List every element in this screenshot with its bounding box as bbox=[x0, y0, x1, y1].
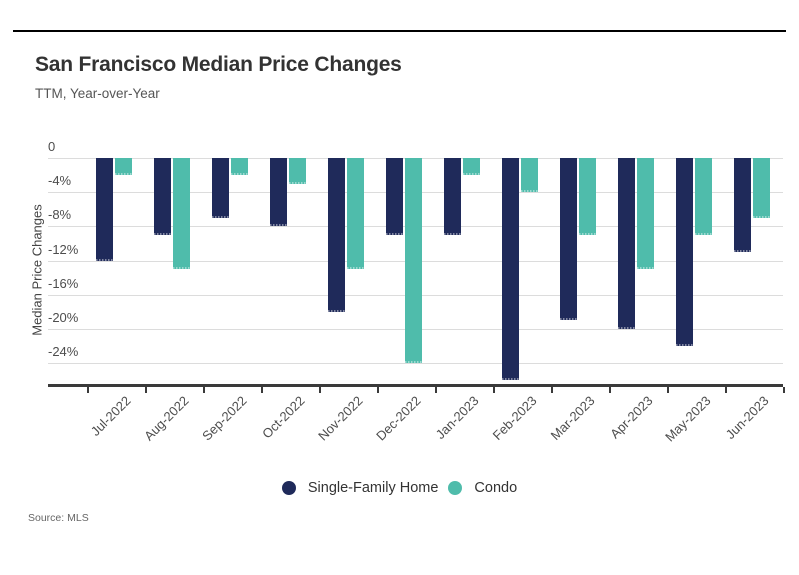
x-axis-tick bbox=[435, 387, 437, 393]
legend-label-condo: Condo bbox=[474, 480, 518, 496]
bar-single-family-home-oct-2022 bbox=[270, 158, 287, 227]
x-axis-tick bbox=[319, 387, 321, 393]
x-axis-tick bbox=[87, 387, 89, 393]
chart-subtitle: TTM, Year-over-Year bbox=[35, 86, 160, 101]
bar-condo-oct-2022 bbox=[289, 158, 306, 184]
bar-single-family-home-mar-2023 bbox=[560, 158, 577, 321]
bar-condo-feb-2023 bbox=[521, 158, 538, 193]
x-axis-tick bbox=[203, 387, 205, 393]
bar-single-family-home-dec-2022 bbox=[386, 158, 403, 235]
bar-single-family-home-may-2023 bbox=[676, 158, 693, 346]
bar-single-family-home-jun-2023 bbox=[734, 158, 751, 252]
x-axis-tick bbox=[261, 387, 263, 393]
bar-single-family-home-sep-2022 bbox=[212, 158, 229, 218]
bar-single-family-home-feb-2023 bbox=[502, 158, 519, 381]
x-axis-tick bbox=[725, 387, 727, 393]
x-axis-tick bbox=[609, 387, 611, 393]
bar-condo-jan-2023 bbox=[463, 158, 480, 176]
bar-single-family-home-jan-2023 bbox=[444, 158, 461, 235]
bar-condo-aug-2022 bbox=[173, 158, 190, 270]
bar-condo-dec-2022 bbox=[405, 158, 422, 364]
legend-label-single-family-home: Single-Family Home bbox=[307, 480, 439, 496]
top-divider bbox=[13, 30, 786, 32]
y-gridline--24- bbox=[48, 363, 783, 365]
x-axis-line bbox=[48, 384, 783, 387]
bar-single-family-home-aug-2022 bbox=[154, 158, 171, 235]
y-axis-tick-label--24-: -24% bbox=[48, 344, 79, 360]
bar-condo-apr-2023 bbox=[637, 158, 654, 270]
bar-condo-mar-2023 bbox=[579, 158, 596, 235]
bar-single-family-home-apr-2023 bbox=[618, 158, 635, 329]
legend-item-single-family-home: Single-Family Home bbox=[281, 480, 439, 496]
legend-item-condo: Condo bbox=[448, 480, 517, 496]
chart-legend: Single-Family Home Condo bbox=[0, 480, 799, 496]
x-axis-tick bbox=[551, 387, 553, 393]
bar-single-family-home-jul-2022 bbox=[96, 158, 113, 261]
bar-condo-sep-2022 bbox=[231, 158, 248, 176]
source-attribution: Source: MLS bbox=[28, 512, 89, 524]
y-axis-tick-label--12-: -12% bbox=[48, 241, 79, 257]
x-axis-tick bbox=[667, 387, 669, 393]
legend-swatch-condo-icon bbox=[448, 481, 463, 495]
x-axis-tick bbox=[145, 387, 147, 393]
bar-single-family-home-nov-2022 bbox=[328, 158, 345, 312]
x-axis-tick bbox=[493, 387, 495, 393]
legend-swatch-single-family-home-icon bbox=[281, 481, 296, 495]
y-axis-tick-label--8-: -8% bbox=[48, 207, 72, 223]
chart-title: San Francisco Median Price Changes bbox=[35, 53, 402, 76]
bar-condo-jul-2022 bbox=[115, 158, 132, 176]
y-axis-tick-label--16-: -16% bbox=[48, 275, 79, 291]
bar-condo-may-2023 bbox=[695, 158, 712, 235]
y-axis-tick-label--4-: -4% bbox=[48, 173, 72, 189]
bar-condo-nov-2022 bbox=[347, 158, 364, 270]
x-axis-tick bbox=[377, 387, 379, 393]
y-axis-tick-label--20-: -20% bbox=[48, 309, 79, 325]
bar-condo-jun-2023 bbox=[753, 158, 770, 218]
x-axis-tick bbox=[783, 387, 785, 393]
y-axis-tick-label-0: 0 bbox=[48, 139, 56, 154]
